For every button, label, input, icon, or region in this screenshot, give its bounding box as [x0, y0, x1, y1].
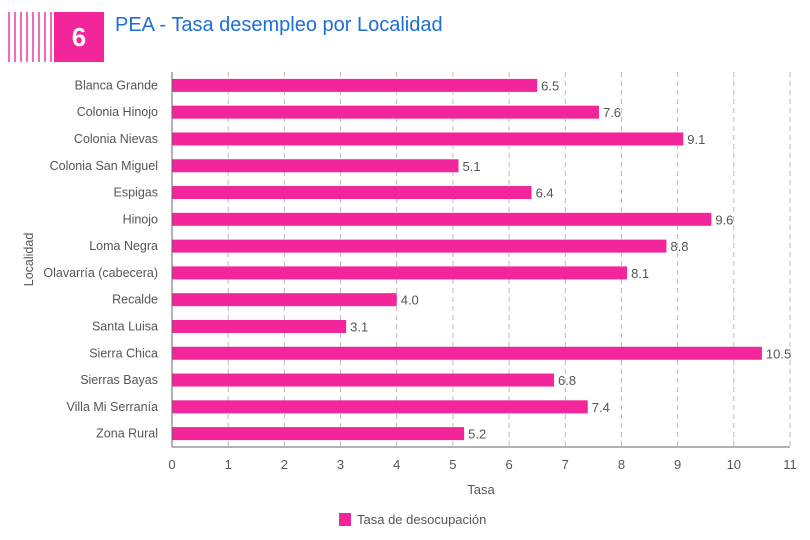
bar: [172, 427, 465, 441]
bar: [172, 105, 599, 119]
y-tick-label: Colonia Nievas: [74, 132, 158, 146]
data-label: 5.1: [463, 159, 481, 174]
x-tick-label: 1: [225, 457, 232, 472]
x-tick-label: 7: [562, 457, 569, 472]
y-tick-label: Villa Mi Serranía: [67, 400, 159, 414]
data-label: 3.1: [350, 319, 368, 334]
x-axis-title: Tasa: [467, 482, 495, 497]
x-tick-label: 6: [505, 457, 512, 472]
data-label: 10.5: [766, 346, 791, 361]
data-label: 4.0: [401, 293, 419, 308]
x-tick-label: 11: [783, 457, 797, 472]
data-label: 7.4: [592, 400, 610, 415]
decorative-stripes: [8, 12, 52, 62]
y-axis-title: Localidad: [22, 233, 36, 287]
y-tick-label: Sierras Bayas: [80, 373, 158, 387]
bar: [172, 400, 588, 414]
data-label: 9.6: [715, 212, 733, 227]
data-label: 8.8: [670, 239, 688, 254]
data-label: 7.6: [603, 105, 621, 120]
data-label: 9.1: [687, 132, 705, 147]
x-tick-label: 10: [727, 457, 741, 472]
data-label: 6.8: [558, 373, 576, 388]
x-tick-label: 9: [674, 457, 681, 472]
x-tick-label: 0: [168, 457, 175, 472]
data-label: 6.5: [541, 78, 559, 93]
y-tick-label: Sierra Chica: [89, 346, 158, 360]
x-tick-label: 4: [393, 457, 400, 472]
bar: [172, 266, 628, 280]
x-tick-label: 3: [337, 457, 344, 472]
bar: [172, 212, 712, 226]
bar: [172, 239, 667, 253]
bar: [172, 346, 762, 360]
y-tick-label: Espigas: [114, 186, 158, 200]
y-tick-label: Blanca Grande: [75, 78, 158, 92]
y-tick-label: Colonia San Miguel: [50, 159, 158, 173]
legend-swatch: [339, 513, 351, 526]
legend-label: Tasa de desocupación: [357, 512, 486, 527]
page-title: PEA - Tasa desempleo por Localidad: [115, 14, 443, 36]
y-tick-label: Zona Rural: [96, 427, 158, 441]
bar: [172, 293, 397, 307]
x-tick-label: 2: [281, 457, 288, 472]
y-tick-label: Hinojo: [123, 212, 158, 226]
bar: [172, 186, 532, 200]
data-label: 8.1: [631, 266, 649, 281]
y-tick-label: Recalde: [112, 293, 158, 307]
data-label: 5.2: [468, 427, 486, 442]
bar: [172, 132, 684, 146]
x-tick-label: 8: [618, 457, 625, 472]
x-tick-label: 5: [449, 457, 456, 472]
data-label: 6.4: [536, 186, 554, 201]
y-tick-label: Loma Negra: [89, 239, 158, 253]
bar: [172, 319, 347, 333]
bar: [172, 373, 555, 387]
y-tick-label: Colonia Hinojo: [77, 105, 158, 119]
bar: [172, 78, 538, 92]
y-tick-label: Olavarría (cabecera): [43, 266, 158, 280]
y-tick-label: Santa Luisa: [92, 319, 158, 333]
section-number-badge: 6: [54, 12, 104, 62]
bar: [172, 159, 459, 173]
